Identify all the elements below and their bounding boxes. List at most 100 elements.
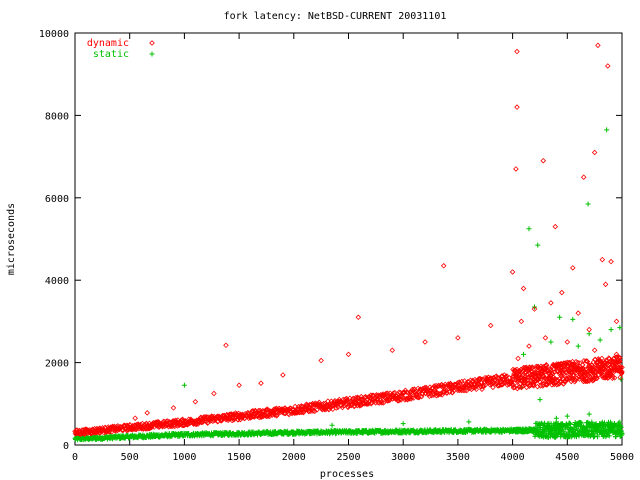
point-dynamic	[494, 375, 501, 381]
point-dynamic	[472, 384, 479, 391]
point-dynamic	[584, 378, 591, 384]
point-dynamic	[478, 379, 485, 386]
point-static	[181, 382, 187, 388]
legend-label-static: static	[93, 49, 129, 60]
point-static	[537, 397, 543, 403]
point-dynamic	[259, 414, 265, 420]
x-tick-label: 3000	[391, 452, 415, 463]
point-dynamic	[548, 300, 554, 306]
point-dynamic	[444, 390, 450, 396]
point-dynamic	[565, 360, 572, 366]
y-tick-label: 4000	[45, 276, 69, 287]
point-dynamic	[605, 63, 611, 69]
point-dynamic	[123, 427, 130, 434]
point-static	[526, 226, 532, 232]
point-dynamic	[280, 406, 286, 413]
point-dynamic	[599, 256, 606, 263]
point-dynamic	[602, 281, 609, 288]
point-dynamic	[574, 375, 580, 381]
point-dynamic	[354, 400, 360, 406]
point-dynamic	[559, 373, 565, 380]
point-dynamic	[163, 422, 169, 429]
point-static	[466, 419, 472, 425]
point-dynamic	[339, 404, 346, 411]
point-dynamic	[473, 386, 480, 393]
point-dynamic	[487, 322, 494, 329]
point-dynamic	[617, 354, 623, 361]
point-dynamic	[595, 42, 601, 49]
point-dynamic	[466, 382, 473, 389]
point-dynamic	[515, 376, 522, 383]
point-dynamic	[470, 385, 477, 391]
point-static	[585, 201, 591, 207]
point-dynamic	[519, 383, 526, 390]
point-dynamic	[318, 357, 324, 364]
point-dynamic	[364, 401, 371, 407]
point-static	[606, 433, 612, 439]
point-dynamic	[312, 408, 318, 415]
point-dynamic	[302, 406, 309, 413]
point-dynamic	[568, 378, 575, 385]
point-dynamic	[223, 342, 229, 349]
point-dynamic	[608, 258, 614, 265]
point-dynamic	[340, 403, 347, 409]
point-dynamic	[541, 377, 547, 383]
point-dynamic	[335, 404, 341, 410]
point-dynamic	[314, 407, 320, 413]
point-dynamic	[526, 343, 532, 349]
point-dynamic	[470, 377, 476, 384]
point-dynamic	[617, 374, 624, 381]
point-dynamic	[455, 335, 461, 341]
point-dynamic	[463, 387, 470, 394]
point-dynamic	[144, 410, 150, 416]
point-dynamic	[514, 104, 520, 110]
point-dynamic	[575, 310, 582, 316]
point-dynamic	[350, 395, 357, 402]
point-dynamic	[520, 364, 527, 371]
x-tick-label: 5000	[610, 452, 634, 463]
point-dynamic	[355, 314, 362, 321]
point-static	[604, 127, 610, 133]
point-dynamic	[405, 389, 411, 396]
point-dynamic	[501, 380, 507, 386]
point-dynamic	[554, 377, 561, 383]
point-dynamic	[518, 318, 525, 325]
point-dynamic	[550, 380, 557, 386]
y-tick-label: 2000	[45, 359, 69, 370]
point-dynamic	[271, 406, 277, 412]
point-dynamic	[570, 265, 576, 271]
x-tick-label: 2500	[336, 452, 360, 463]
y-tick-label: 0	[63, 441, 69, 452]
chart-title: fork latency: NetBSD-CURRENT 20031101	[224, 11, 447, 22]
point-dynamic	[531, 378, 538, 385]
point-dynamic	[554, 381, 560, 388]
point-dynamic	[584, 358, 591, 365]
point-dynamic	[509, 381, 515, 387]
point-dynamic	[334, 402, 340, 408]
point-dynamic	[514, 48, 520, 55]
point-static	[562, 426, 568, 432]
point-dynamic	[513, 166, 519, 172]
point-dynamic	[582, 372, 589, 379]
point-dynamic	[440, 263, 447, 269]
point-dynamic	[298, 409, 305, 416]
x-tick-label: 500	[121, 452, 139, 463]
point-dynamic	[512, 384, 518, 391]
point-dynamic	[396, 389, 403, 395]
x-tick-label: 3500	[446, 452, 470, 463]
point-dynamic	[542, 335, 549, 341]
y-tick-label: 8000	[45, 111, 69, 122]
point-dynamic	[358, 393, 364, 400]
point-dynamic	[531, 306, 538, 312]
point-dynamic	[231, 411, 238, 418]
point-dynamic	[449, 384, 455, 391]
x-tick-label: 1000	[172, 452, 196, 463]
point-dynamic	[601, 363, 608, 370]
point-static	[553, 415, 559, 421]
point-dynamic	[399, 393, 406, 400]
point-dynamic	[457, 380, 463, 386]
point-dynamic	[389, 347, 396, 354]
point-static	[575, 343, 581, 349]
point-dynamic	[529, 365, 536, 371]
